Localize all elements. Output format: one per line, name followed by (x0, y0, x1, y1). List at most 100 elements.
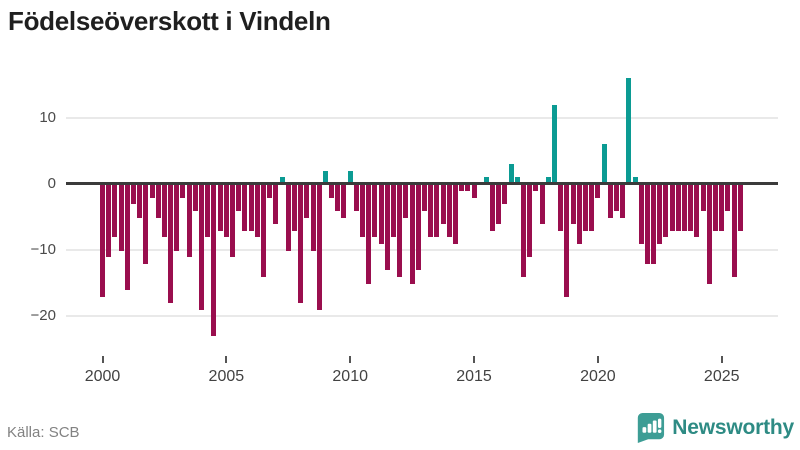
bar-2016-q3 (508, 164, 514, 184)
bar-2023-q2 (675, 184, 681, 231)
bar-2012-q3 (409, 184, 415, 284)
x-tick-label-2025: 2025 (703, 368, 740, 385)
bar-2011-q3 (384, 184, 390, 271)
bar-2011-q4 (391, 184, 397, 238)
bar-2000-q1 (100, 184, 105, 297)
bar-2007-q2 (279, 177, 285, 184)
bar-2006-q1 (248, 184, 254, 231)
bar-2016-q1 (496, 184, 502, 225)
bar-2005-q2 (230, 184, 236, 258)
bar-2006-q3 (260, 184, 266, 277)
bar-2007-q4 (291, 184, 297, 231)
bar-2010-q4 (366, 184, 372, 284)
bar-2007-q3 (285, 184, 291, 251)
bar-2008-q1 (298, 184, 304, 304)
bar-2001-q1 (124, 184, 130, 291)
bar-2024-q2 (700, 184, 706, 211)
bar-2012-q4 (415, 184, 421, 271)
bar-2011-q2 (378, 184, 384, 244)
newsworthy-speech-bubble-chart-icon (635, 412, 665, 444)
bar-2021-q4 (638, 184, 644, 244)
bar-2012-q2 (403, 184, 409, 218)
bar-2024-q1 (694, 184, 700, 238)
bar-2021-q1 (620, 184, 626, 218)
bar-2015-q4 (490, 184, 496, 231)
bar-2002-q1 (149, 184, 155, 198)
bar-2023-q3 (682, 184, 688, 231)
bar-2016-q4 (514, 177, 520, 184)
bar-2017-q2 (527, 184, 533, 258)
bar-2022-q3 (657, 184, 663, 244)
y-tick-label--10: −10 (30, 241, 56, 258)
source-note: Källa: SCB (7, 424, 80, 441)
bar-2023-q4 (688, 184, 694, 231)
x-tick-label-2015: 2015 (456, 368, 492, 385)
x-tick-label-2000: 2000 (84, 368, 121, 385)
bar-2014-q2 (452, 184, 458, 244)
bar-2019-q4 (589, 184, 595, 231)
bar-2020-q1 (595, 184, 601, 198)
gridline-y-10 (66, 117, 778, 119)
x-tick-label-2020: 2020 (580, 368, 616, 385)
bar-2003-q4 (192, 184, 198, 211)
bar-2005-q3 (236, 184, 242, 211)
bar-2015-q1 (471, 184, 477, 198)
bar-2019-q3 (582, 184, 588, 231)
bar-2013-q3 (434, 184, 440, 238)
bar-2012-q1 (397, 184, 403, 277)
newsworthy-logo[interactable]: Newsworthy (635, 412, 794, 444)
gridline-y--10 (66, 249, 778, 251)
x-tick-label-2005: 2005 (208, 368, 245, 385)
bar-2000-q4 (118, 184, 124, 251)
bar-2014-q1 (446, 184, 452, 238)
bar-2014-q4 (465, 184, 471, 192)
bar-2009-q1 (322, 170, 328, 184)
bar-2020-q4 (613, 184, 619, 211)
bar-2009-q2 (329, 184, 335, 198)
bar-2019-q2 (576, 184, 582, 244)
bar-2009-q3 (335, 184, 341, 211)
bar-2003-q2 (180, 184, 186, 198)
bar-2018-q3 (558, 184, 564, 231)
bar-2025-q2 (725, 184, 731, 211)
bar-2014-q3 (459, 184, 465, 192)
bar-2008-q2 (304, 184, 310, 218)
bar-2004-q2 (205, 184, 211, 238)
bar-2000-q3 (112, 184, 118, 238)
bar-2021-q2 (626, 78, 632, 184)
bar-2025-q3 (731, 184, 737, 277)
bar-2005-q4 (242, 184, 248, 231)
newsworthy-wordmark: Newsworthy (672, 416, 794, 439)
bar-2022-q1 (644, 184, 650, 264)
bar-2006-q2 (254, 184, 260, 238)
bar-2024-q4 (713, 184, 719, 231)
bar-2022-q2 (651, 184, 657, 264)
bar-2018-q1 (545, 177, 551, 184)
bar-2013-q1 (421, 184, 427, 211)
bar-2009-q4 (341, 184, 347, 218)
bar-2002-q4 (168, 184, 174, 304)
bar-2007-q1 (273, 184, 279, 225)
bar-2010-q3 (360, 184, 366, 238)
bar-2020-q3 (607, 184, 613, 218)
bar-2017-q3 (533, 184, 539, 192)
bar-2025-q4 (737, 184, 743, 231)
x-tick-2025 (720, 356, 723, 363)
bar-2013-q4 (440, 184, 446, 225)
y-tick-label-10: 10 (39, 109, 56, 126)
x-tick-2015 (473, 356, 476, 363)
x-tick-2020 (596, 356, 599, 363)
bar-2001-q2 (130, 184, 136, 205)
bar-2010-q1 (347, 170, 353, 184)
y-tick-label--20: −20 (30, 307, 56, 324)
x-tick-2010 (349, 356, 352, 363)
bar-2020-q2 (601, 144, 607, 184)
zero-axis-line (66, 182, 778, 185)
bar-2004-q3 (211, 184, 217, 337)
bar-2003-q3 (186, 184, 192, 258)
y-tick-label-0: 0 (47, 175, 56, 192)
bar-2001-q4 (143, 184, 149, 264)
bar-2004-q4 (217, 184, 223, 231)
bar-2000-q2 (106, 184, 112, 258)
